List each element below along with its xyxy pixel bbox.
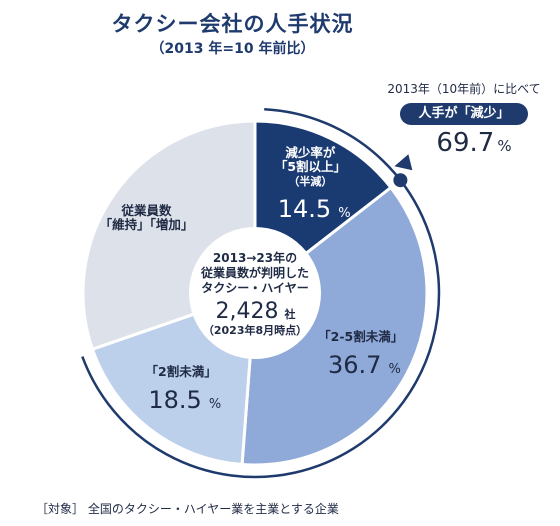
callout-value-unit: %	[497, 137, 512, 155]
slice-1-label-line-2: 「5割以上」	[275, 159, 346, 174]
chart-subtitle: （2013 年=10 年前比）	[150, 41, 315, 57]
slice-1-label-line-3: （半減）	[288, 174, 332, 188]
slice-2-unit: %	[389, 362, 401, 377]
center-count-unit: 社	[284, 307, 296, 321]
decrease-bracket-arc	[81, 107, 441, 479]
slice-1-unit: %	[338, 206, 350, 221]
decrease-bracket-dot	[393, 173, 408, 188]
footnote: ［対象］ 全国のタクシー・ハイヤー業を主業とする企業	[36, 502, 339, 516]
slice-1-value: 14.5	[278, 195, 331, 223]
center-hole	[189, 227, 321, 359]
callout-value-number: 69.7	[436, 128, 495, 158]
center-line-2: 従業員数が判明した	[200, 265, 309, 280]
callout-value: 69.7%	[404, 128, 544, 158]
slice-4-label-line-1: 従業員数	[120, 203, 172, 218]
slice-3-unit: %	[209, 397, 221, 412]
slice-3-label-line-1: 「2割未満」	[146, 364, 217, 379]
slice-1-label-line-1: 減少率が	[285, 145, 336, 160]
center-count: 2,428	[216, 299, 279, 324]
slice-4-label-line-2: 「維持」「増加」	[100, 217, 194, 232]
callout-pill: 人手が「減少」	[400, 103, 528, 125]
slice-3-value: 18.5	[148, 386, 201, 414]
center-asof: （2023年8月時点）	[203, 323, 307, 337]
center-line-3: タクシー・ハイヤー	[201, 281, 308, 295]
pie-slice-2	[240, 185, 429, 467]
center-line-1: 2013→23年の	[213, 250, 297, 265]
callout-caption: 2013年（10年前）に比べて	[387, 82, 541, 96]
slice-2-label-line-1: 「2-5割未満」	[318, 329, 403, 344]
slice-2-value: 36.7	[328, 351, 381, 379]
callout-pointer	[394, 154, 413, 171]
chart-title: タクシー会社の人手状況	[111, 12, 354, 36]
